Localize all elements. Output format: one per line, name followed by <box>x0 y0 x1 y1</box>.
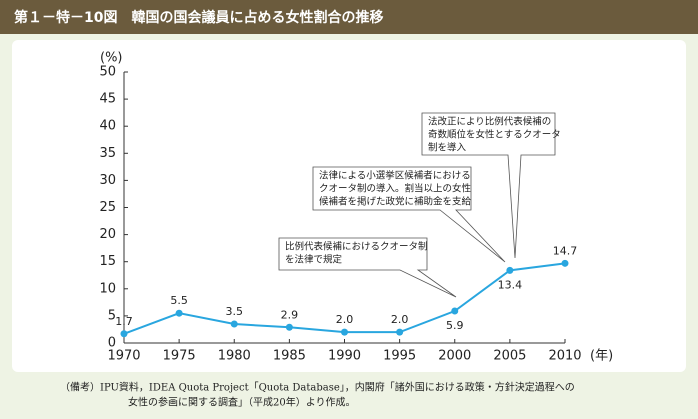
note: （備考）IPU資料，IDEA Quota Project「Quota Datab… <box>60 381 575 394</box>
x-tick-label: 2000 <box>438 349 471 364</box>
x-tick-label: 1995 <box>383 349 416 364</box>
callout-box <box>312 166 506 263</box>
value-label: 2.0 <box>391 313 409 326</box>
annotation: 法改正により比例代表候補の <box>428 116 551 128</box>
x-tick-label: 2005 <box>493 349 526 364</box>
x-tick-label: 1980 <box>218 349 251 364</box>
y-tick-label: 35 <box>99 146 116 161</box>
annotation: 法律による小選挙区候補者における <box>319 170 471 182</box>
value-label: 14.7 <box>553 244 578 257</box>
annotation: 制を導入 <box>428 142 467 154</box>
data-point <box>451 307 459 315</box>
x-tick-label: 1990 <box>328 349 361 364</box>
chart-title: 第１－特－10図 韓国の国会議員に占める女性割合の推移 <box>14 9 383 26</box>
data-point <box>175 309 183 317</box>
annotation: 奇数順位を女性とするクオータ <box>428 129 561 141</box>
annotation: を法律で規定 <box>285 254 343 266</box>
x-tick-label: 1970 <box>107 349 140 364</box>
data-point <box>341 328 348 336</box>
header-bar <box>0 0 698 34</box>
y-tick-label: 30 <box>99 173 116 188</box>
y-tick-label: 10 <box>99 281 116 296</box>
callout-box <box>421 112 556 259</box>
y-tick-label: 25 <box>99 200 116 215</box>
y-tick-label: 50 <box>99 65 116 80</box>
y-tick-label: 45 <box>99 92 116 107</box>
y-tick-label: 40 <box>99 119 116 134</box>
data-point <box>561 259 569 267</box>
note: 女性の参画に関する調査」（平成20年）より作成。 <box>128 396 356 409</box>
y-tick-label: 5 <box>108 308 116 323</box>
annotation: 候補者を掲げた政党に補助金を支給 <box>319 196 472 208</box>
annotation: クオータ制の導入。割当以上の女性 <box>319 183 472 195</box>
value-label: 2.0 <box>336 313 354 326</box>
y-tick-label: 15 <box>99 254 116 269</box>
y-tick-label: 20 <box>99 227 116 242</box>
data-point <box>230 320 238 328</box>
value-label: 2.9 <box>281 308 299 321</box>
data-point <box>506 266 514 274</box>
x-tick-label: 2010 <box>548 349 581 364</box>
x-tick-label: 1975 <box>163 349 196 364</box>
annotation: 比例代表候補におけるクオータ制 <box>285 241 428 253</box>
value-label: 1.7 <box>115 315 133 328</box>
value-label: 5.9 <box>446 319 464 332</box>
value-label: 13.4 <box>498 278 523 291</box>
y-tick-label: 0 <box>108 336 116 351</box>
value-label: 3.5 <box>226 305 244 318</box>
data-point <box>120 330 128 338</box>
data-point <box>285 323 293 331</box>
x-axis-label: (年) <box>590 349 613 364</box>
x-tick-label: 1985 <box>273 349 306 364</box>
y-axis-label: (%) <box>100 51 123 66</box>
callout-box <box>278 237 457 298</box>
value-label: 5.5 <box>170 294 188 307</box>
data-point <box>396 328 404 336</box>
